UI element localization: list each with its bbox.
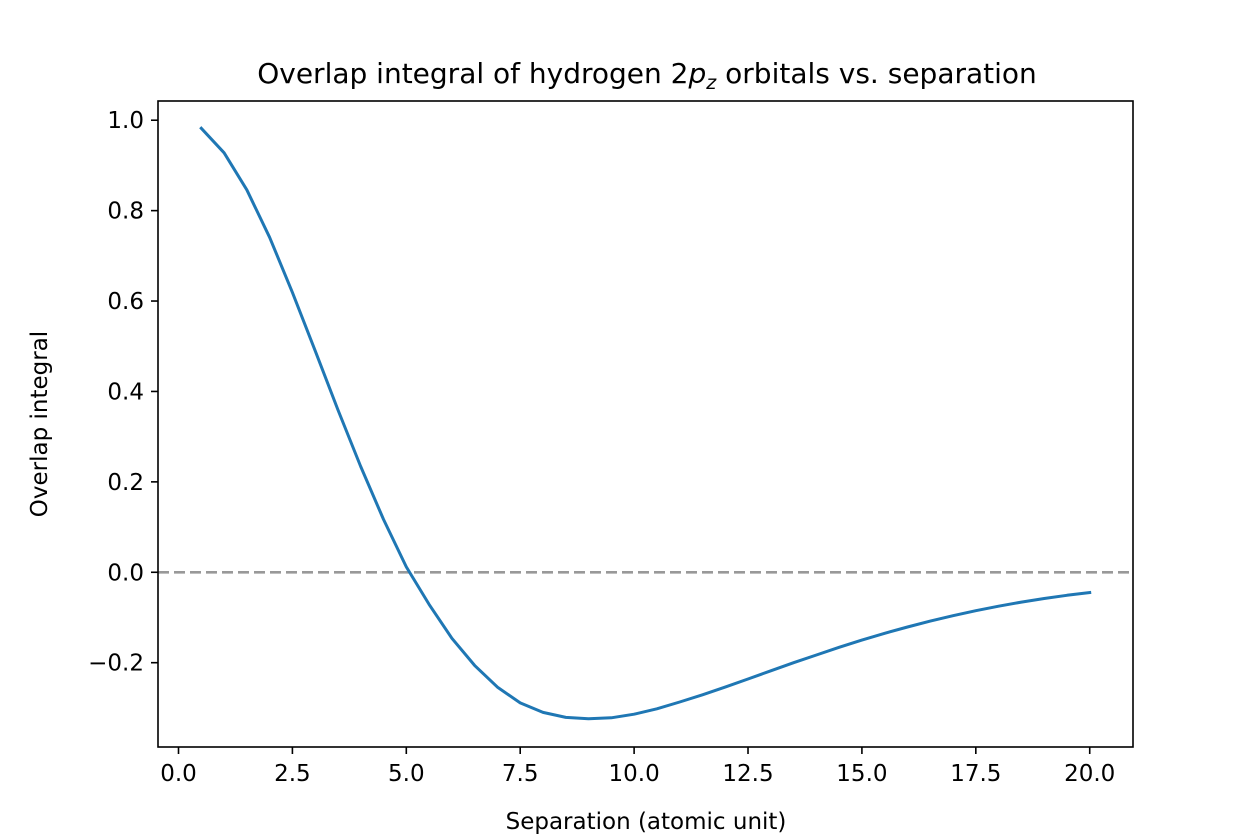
axes-frame bbox=[157, 100, 1134, 748]
chart-title: Overlap integral of hydrogen 2pz orbital… bbox=[257, 57, 1037, 94]
plot-area: 0.0 2.5 5.0 7.5 10.0 12.5 15.0 17.5 20.0 −0.2 0.0 0… bbox=[88, 100, 1134, 787]
x-tick-label: 2.5 bbox=[274, 761, 311, 787]
series-line-0 bbox=[199, 126, 1092, 721]
x-tick-label: 5.0 bbox=[388, 761, 425, 787]
chart-title-subscript: z bbox=[705, 72, 717, 94]
x-tick-label: 17.5 bbox=[950, 761, 1001, 787]
x-tick-label: 15.0 bbox=[836, 761, 887, 787]
y-tick-label: 0.6 bbox=[107, 289, 144, 315]
y-tick-label: 0.8 bbox=[107, 199, 144, 225]
y-tick-label: 0.4 bbox=[107, 379, 144, 405]
chart-title-prefix: Overlap integral of hydrogen 2 bbox=[257, 57, 688, 90]
x-axis-label: Separation (atomic unit) bbox=[506, 809, 787, 835]
y-tick-label: 0.2 bbox=[107, 470, 144, 496]
x-tick-label: 20.0 bbox=[1064, 761, 1115, 787]
chart-title-suffix: orbitals vs. separation bbox=[716, 57, 1037, 90]
x-tick-label: 10.0 bbox=[609, 761, 660, 787]
x-tick-label: 7.5 bbox=[502, 761, 539, 787]
x-tick-label: 0.0 bbox=[160, 761, 197, 787]
y-tick-label: 1.0 bbox=[107, 108, 144, 134]
y-tick-label: −0.2 bbox=[88, 651, 144, 677]
y-tick-label: 0.0 bbox=[107, 560, 144, 586]
chart-title-symbol: p bbox=[688, 57, 707, 90]
y-axis-label: Overlap integral bbox=[27, 331, 53, 517]
x-tick-label: 12.5 bbox=[722, 761, 773, 787]
